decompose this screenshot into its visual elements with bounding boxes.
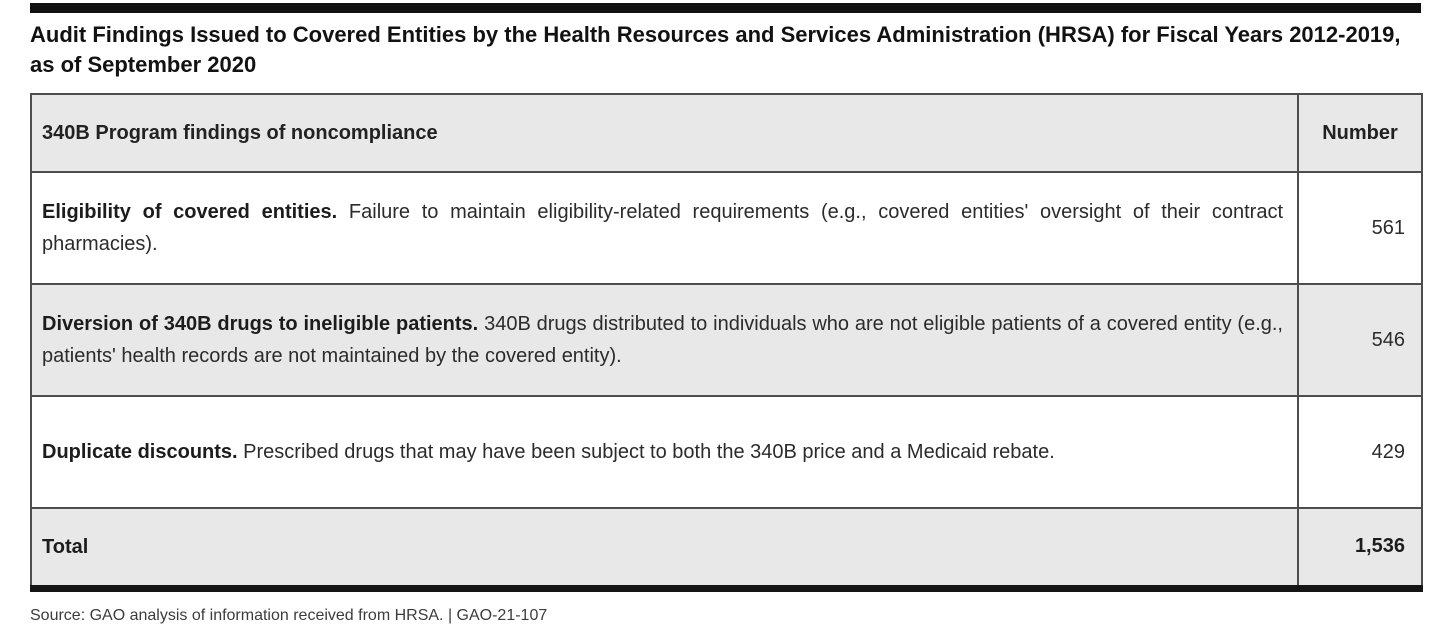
finding-term: Diversion of 340B drugs to ineligible pa… xyxy=(42,313,479,335)
finding-cell: Diversion of 340B drugs to ineligible pa… xyxy=(30,283,1299,397)
column-header-number: Number xyxy=(1297,93,1423,173)
findings-table: 340B Program findings of noncompliance N… xyxy=(30,93,1423,592)
total-number: 1,536 xyxy=(1297,507,1423,589)
table-row-diversion: Diversion of 340B drugs to ineligible pa… xyxy=(30,283,1423,397)
report-figure: Audit Findings Issued to Covered Entitie… xyxy=(30,3,1423,625)
finding-description: 340B drugs distributed to individuals wh… xyxy=(42,313,1283,367)
finding-term: Eligibility of covered entities. xyxy=(42,201,338,223)
table-row-eligibility: Eligibility of covered entities. Failure… xyxy=(30,171,1423,285)
source-note: Source: GAO analysis of information rece… xyxy=(30,606,548,624)
finding-number: 429 xyxy=(1297,395,1423,509)
table-header-row: 340B Program findings of noncompliance N… xyxy=(30,93,1423,173)
finding-description: Failure to maintain eligibility-related … xyxy=(42,201,1284,255)
total-label: Total xyxy=(30,507,1299,589)
top-accent-bar xyxy=(30,3,1421,13)
finding-term: Duplicate discounts. xyxy=(42,441,238,463)
table-row-total: Total 1,536 xyxy=(30,507,1423,589)
finding-cell: Eligibility of covered entities. Failure… xyxy=(30,171,1299,285)
finding-description: Prescribed drugs that may have been subj… xyxy=(243,441,1055,463)
finding-number: 561 xyxy=(1297,171,1423,285)
table-row-duplicate-discounts: Duplicate discounts. Prescribed drugs th… xyxy=(30,395,1423,509)
column-header-findings: 340B Program findings of noncompliance xyxy=(30,93,1299,173)
finding-number: 546 xyxy=(1297,283,1423,397)
figure-title: Audit Findings Issued to Covered Entitie… xyxy=(30,22,1401,77)
finding-cell: Duplicate discounts. Prescribed drugs th… xyxy=(30,395,1299,509)
